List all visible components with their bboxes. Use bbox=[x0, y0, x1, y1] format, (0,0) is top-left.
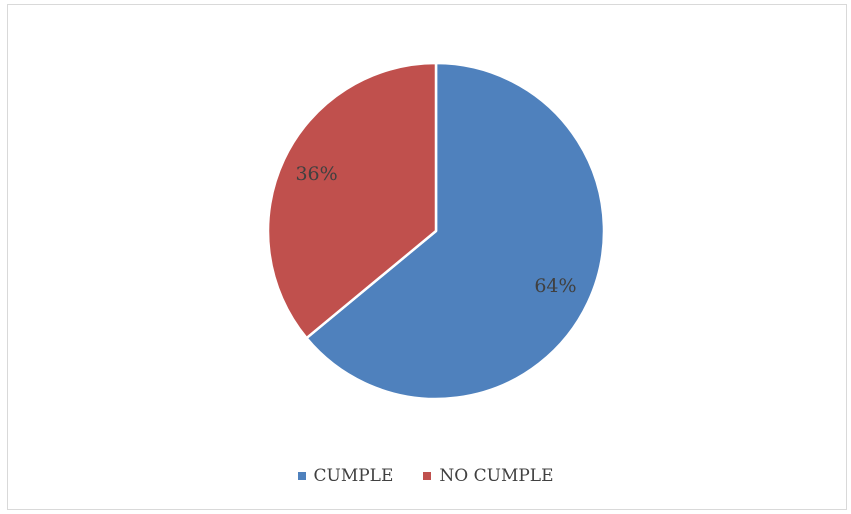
legend-item-no-cumple[interactable]: NO CUMPLE bbox=[423, 466, 554, 486]
legend-label-no-cumple: NO CUMPLE bbox=[439, 466, 554, 486]
legend-item-cumple[interactable]: CUMPLE bbox=[297, 466, 394, 486]
legend-label-cumple: CUMPLE bbox=[313, 466, 394, 486]
data-label-no-cumple: 36% bbox=[295, 163, 337, 185]
pie-slice-cumple[interactable] bbox=[305, 61, 606, 401]
pie-slice-no-cumple[interactable] bbox=[266, 61, 438, 340]
legend-swatch-cumple bbox=[297, 472, 306, 480]
chart-legend: CUMPLE NO CUMPLE bbox=[0, 466, 851, 486]
pie-slices bbox=[266, 61, 606, 401]
pie-data-labels: 64% 36% bbox=[295, 163, 576, 297]
legend-swatch-no-cumple bbox=[423, 472, 432, 480]
data-label-cumple: 64% bbox=[534, 275, 576, 297]
